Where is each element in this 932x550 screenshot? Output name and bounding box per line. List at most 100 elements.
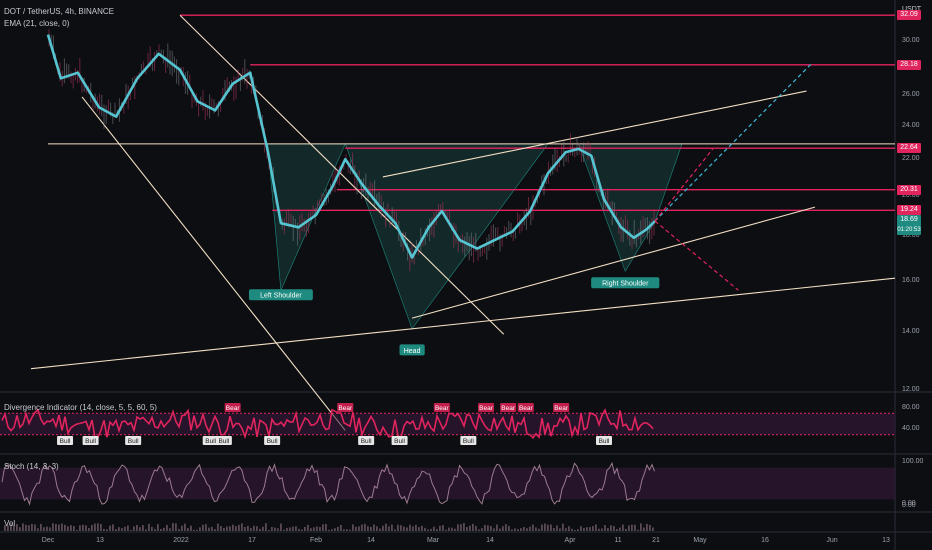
y-tick-label: 24.00 xyxy=(902,121,920,129)
volume-bar xyxy=(391,524,393,531)
volume-bar xyxy=(163,527,165,531)
trend-line-1 xyxy=(81,96,346,431)
volume-bar xyxy=(454,528,456,531)
volume-bar xyxy=(634,524,636,531)
signal-label-1: Bull xyxy=(85,438,96,445)
signal-bg-2 xyxy=(125,436,142,445)
volume-bar xyxy=(499,528,501,531)
volume-bar xyxy=(346,529,348,531)
volume-bar xyxy=(142,525,144,531)
signal-bg-8 xyxy=(358,436,375,445)
volume-bar xyxy=(589,527,591,531)
volume-bar xyxy=(631,524,633,531)
volume-bar xyxy=(274,527,276,531)
volume-bar xyxy=(79,525,81,531)
volume-bar xyxy=(31,523,33,531)
volume-bar xyxy=(616,529,618,531)
volume-bar xyxy=(580,526,582,531)
trend-line-0 xyxy=(179,14,505,335)
pattern-label-0: Left Shoulder xyxy=(260,293,302,300)
signal-bg-3 xyxy=(202,436,219,445)
volume-bar xyxy=(484,525,486,531)
y-tick-label: 26.00 xyxy=(902,91,920,99)
volume-bar xyxy=(64,524,66,531)
x-tick-label: 14 xyxy=(486,537,494,544)
volume-bar xyxy=(340,524,342,531)
volume-bar xyxy=(40,523,42,531)
volume-bar xyxy=(388,526,390,531)
volume-bar xyxy=(460,524,462,531)
volume-bar xyxy=(316,526,318,531)
volume-bar xyxy=(343,529,345,531)
volume-bar xyxy=(55,524,57,531)
volume-bar xyxy=(643,527,645,531)
pattern-label-2: Right Shoulder xyxy=(602,281,649,288)
volume-bar xyxy=(211,526,213,531)
volume-bar xyxy=(448,527,450,531)
osc-tick-label: 80.00 xyxy=(902,403,920,411)
volume-bar xyxy=(46,526,48,531)
volume-bar xyxy=(259,528,261,531)
volume-bar xyxy=(535,527,537,531)
volume-bar xyxy=(355,526,357,531)
osc-zone xyxy=(0,413,895,435)
volume-bar xyxy=(13,525,15,531)
volume-bar xyxy=(436,529,438,531)
ema-legend: EMA (21, close, 0) xyxy=(4,19,70,28)
ema-line xyxy=(46,34,656,259)
volume-bar xyxy=(202,524,204,531)
volume-bar xyxy=(349,529,351,531)
volume-bar xyxy=(559,528,561,531)
signal-bg-13 xyxy=(500,403,517,412)
volume-bar xyxy=(652,527,654,531)
price-level-tag: 22.64 xyxy=(897,143,921,154)
projection-blue-0 xyxy=(654,64,812,222)
volume-bar xyxy=(505,524,507,531)
price-level-tag: 32.09 xyxy=(897,10,921,21)
volume-bar xyxy=(169,528,171,531)
signal-label-14: Bear xyxy=(519,405,534,412)
volume-bar xyxy=(337,526,339,531)
volume-bar xyxy=(511,529,513,531)
volume-bar xyxy=(271,526,273,531)
volume-bar xyxy=(22,523,24,531)
volume-bar xyxy=(628,525,630,531)
volume-bar xyxy=(268,529,270,531)
volume-bar xyxy=(619,527,621,531)
volume-bar xyxy=(328,529,330,531)
volume-bar xyxy=(400,525,402,531)
volume-bar xyxy=(565,528,567,531)
x-tick-label: Mar xyxy=(426,537,440,544)
volume-bar xyxy=(322,524,324,531)
signal-bg-1 xyxy=(82,436,99,445)
signal-label-16: Bull xyxy=(599,438,610,445)
volume-bar xyxy=(409,524,411,531)
volume-bar xyxy=(532,524,534,531)
volume-bar xyxy=(649,524,651,531)
volume-bar xyxy=(538,528,540,531)
volume-bar xyxy=(478,529,480,531)
volume-bar xyxy=(625,528,627,531)
volume-bar xyxy=(217,523,219,531)
volume-bar xyxy=(235,526,237,531)
volume-bar xyxy=(298,528,300,531)
signal-bg-9 xyxy=(391,436,408,445)
volume-bar xyxy=(397,524,399,531)
volume-bar xyxy=(541,524,543,531)
volume-bar xyxy=(70,525,72,531)
divergence-line xyxy=(1,408,654,440)
volume-bar xyxy=(148,523,150,531)
volume-bar xyxy=(481,528,483,531)
signal-bg-16 xyxy=(596,436,612,445)
volume-bar xyxy=(253,525,255,531)
volume-bar xyxy=(379,528,381,531)
volume-bar xyxy=(7,525,9,531)
signal-label-4: Bull xyxy=(218,438,229,445)
volume-bar xyxy=(475,525,477,531)
volume-bar xyxy=(310,528,312,531)
volume-bar xyxy=(406,527,408,531)
volume-bar xyxy=(238,524,240,531)
volume-bar xyxy=(190,525,192,531)
